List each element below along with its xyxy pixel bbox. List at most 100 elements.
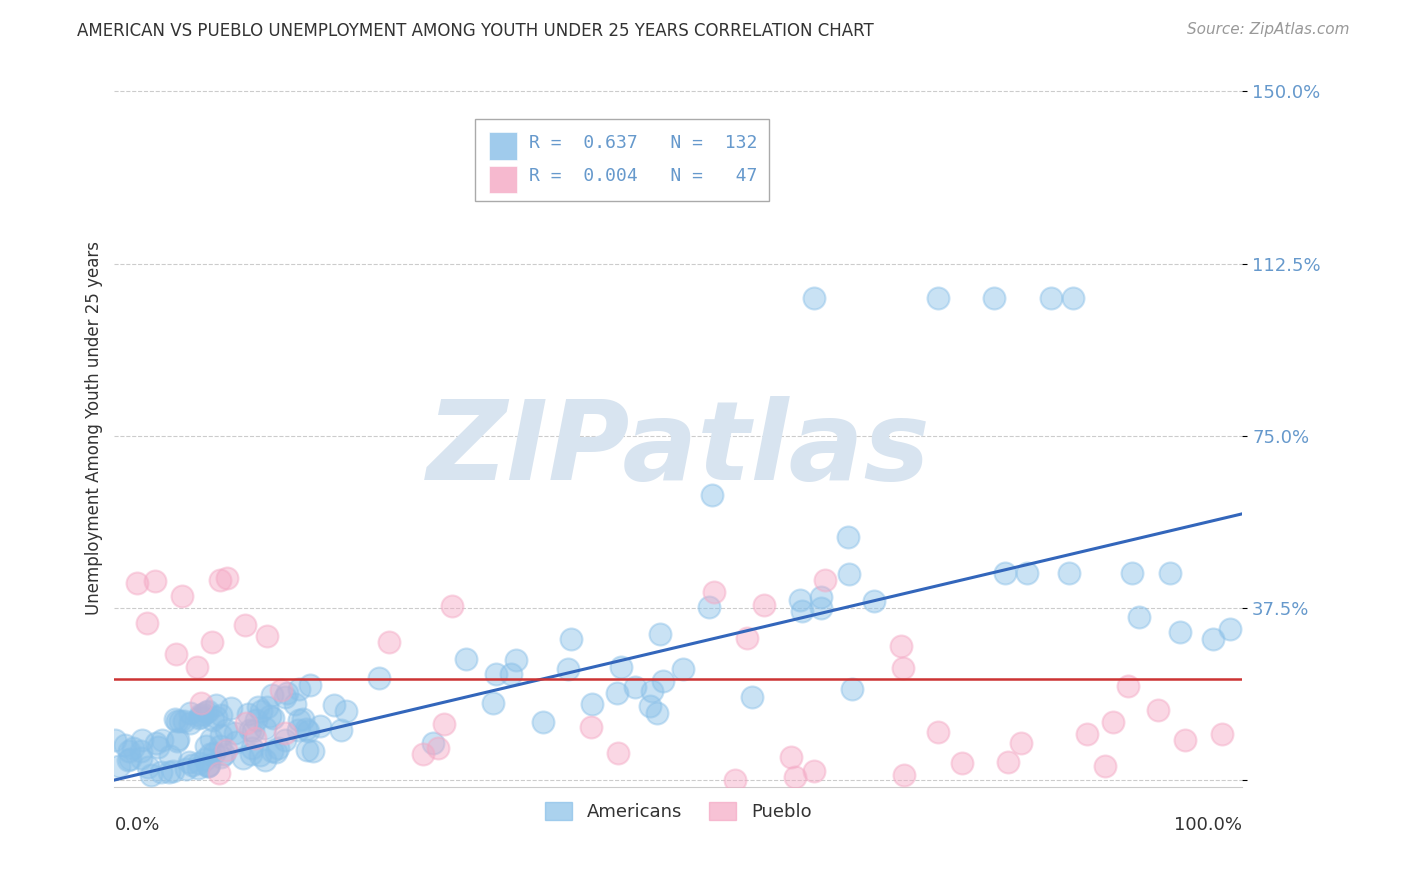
Point [150, 764, 173, 779]
Point [803, 764, 825, 778]
Point [198, 758, 221, 772]
Point [927, 724, 949, 739]
Point [201, 634, 224, 648]
Point [735, 631, 758, 645]
Point [323, 698, 346, 712]
Point [297, 724, 319, 739]
Point [193, 706, 215, 721]
Point [273, 690, 295, 704]
Point [177, 756, 200, 770]
Point [108, 759, 131, 773]
Point [190, 696, 212, 710]
Point [335, 704, 357, 718]
Point [186, 660, 208, 674]
Point [118, 744, 141, 758]
Point [179, 716, 201, 731]
Point [1168, 625, 1191, 640]
Point [208, 573, 231, 587]
Point [1010, 736, 1032, 750]
Point [262, 688, 284, 702]
Point [1116, 680, 1139, 694]
Point [125, 575, 148, 590]
Text: 100.0%: 100.0% [1174, 815, 1243, 834]
Point [422, 736, 444, 750]
Point [837, 530, 859, 544]
Point [247, 700, 270, 714]
Point [780, 750, 803, 764]
Point [205, 698, 228, 713]
Point [197, 704, 219, 718]
Point [790, 604, 813, 618]
Point [650, 626, 672, 640]
Point [202, 713, 225, 727]
FancyBboxPatch shape [475, 119, 769, 202]
Point [329, 723, 352, 738]
Point [579, 721, 602, 735]
Point [287, 723, 309, 737]
Point [232, 751, 254, 765]
Point [179, 706, 201, 720]
Point [297, 743, 319, 757]
Point [456, 652, 478, 666]
Point [367, 671, 389, 685]
Point [195, 705, 218, 719]
Point [118, 752, 141, 766]
Point [260, 744, 283, 758]
Text: AMERICAN VS PUEBLO UNEMPLOYMENT AMONG YOUTH UNDER 25 YEARS CORRELATION CHART: AMERICAN VS PUEBLO UNEMPLOYMENT AMONG YO… [77, 22, 875, 40]
Point [208, 766, 231, 780]
Point [292, 713, 315, 727]
Point [863, 593, 886, 607]
Point [187, 756, 209, 771]
Point [752, 599, 775, 613]
Point [180, 757, 202, 772]
Point [215, 743, 238, 757]
Point [225, 735, 247, 749]
Point [166, 734, 188, 748]
Point [606, 686, 628, 700]
Point [1039, 291, 1062, 305]
Point [699, 599, 721, 614]
Point [249, 748, 271, 763]
Point [893, 768, 915, 782]
Point [197, 759, 219, 773]
Point [785, 770, 807, 784]
Point [197, 758, 219, 772]
Point [200, 731, 222, 746]
Point [250, 704, 273, 718]
Point [212, 747, 235, 761]
Point [162, 764, 184, 779]
Point [264, 745, 287, 759]
Point [219, 700, 242, 714]
Point [377, 635, 399, 649]
Text: Source: ZipAtlas.com: Source: ZipAtlas.com [1187, 22, 1350, 37]
FancyBboxPatch shape [489, 166, 517, 193]
Point [266, 740, 288, 755]
Point [482, 696, 505, 710]
Point [983, 291, 1005, 305]
Point [165, 712, 187, 726]
Point [997, 755, 1019, 769]
Point [1128, 610, 1150, 624]
Point [288, 713, 311, 727]
Point [309, 719, 332, 733]
Point [136, 759, 159, 773]
Point [499, 667, 522, 681]
FancyBboxPatch shape [489, 132, 517, 160]
Point [1121, 566, 1143, 581]
Point [645, 706, 668, 720]
Point [122, 741, 145, 756]
Point [243, 731, 266, 745]
Point [195, 739, 218, 753]
Text: ZIPatlas: ZIPatlas [426, 396, 931, 503]
Point [169, 714, 191, 729]
Point [1211, 726, 1233, 740]
Point [1094, 759, 1116, 773]
Point [837, 567, 859, 582]
Text: 0.0%: 0.0% [114, 815, 160, 834]
Point [194, 752, 217, 766]
Point [240, 747, 263, 761]
Point [1147, 703, 1170, 717]
Point [167, 731, 190, 746]
Point [814, 574, 837, 588]
Point [295, 723, 318, 737]
